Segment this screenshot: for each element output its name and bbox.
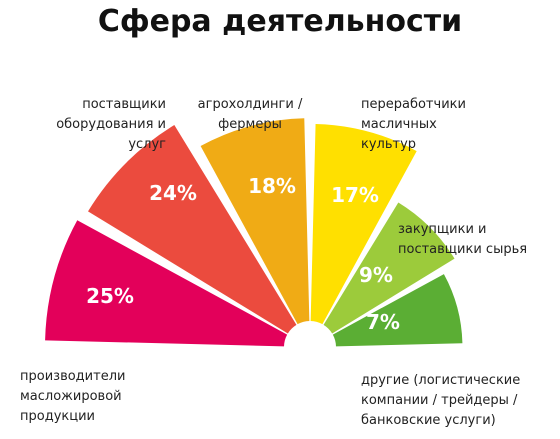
sector-5 [323,202,455,334]
value-label-4: 17% [331,183,379,207]
value-label-6: 7% [366,310,400,334]
sector-6 [332,274,463,347]
value-label-3: 18% [248,174,296,198]
category-label-3: агрохолдинги / фермеры [198,97,303,132]
category-label-4: переработчики масличных культур [361,97,466,152]
value-label-1: 25% [86,284,134,308]
category-label-5: закупщики и поставщики сырья [398,222,527,257]
sector-1 [45,220,288,347]
sector-3 [200,118,310,325]
category-label-6: другие (логистические компании / трейдеры… [361,373,520,428]
value-label-2: 24% [149,181,197,205]
sector-2 [88,125,297,334]
value-label-5: 9% [359,263,393,287]
sector-4 [310,123,417,325]
chart-title: Сфера деятельности [97,4,463,39]
category-label-2: поставщики оборудования и услуг [56,97,166,152]
category-label-1: производители масложировой продукции [20,369,125,424]
